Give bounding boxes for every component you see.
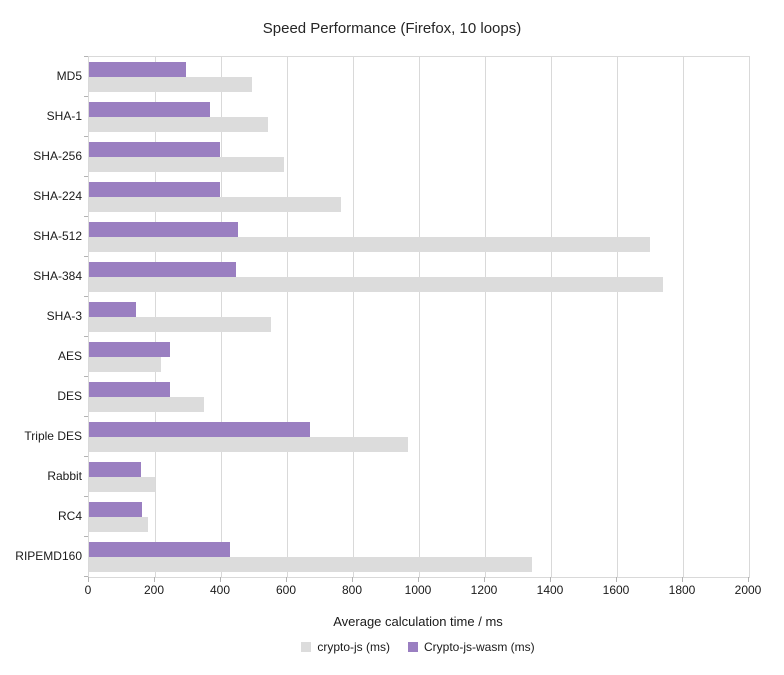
x-tick-label-1200: 1200: [470, 583, 498, 597]
bar-crypto-js-wasm-sha-384: [89, 262, 236, 277]
bar-crypto-js-wasm-sha-3: [89, 302, 136, 317]
x-axis-tick: [616, 577, 617, 582]
category-label-sha-384: SHA-384: [33, 269, 82, 283]
gridline: [287, 57, 288, 577]
x-tick-label-1600: 1600: [602, 583, 630, 597]
gridline: [551, 57, 552, 577]
gridline: [617, 57, 618, 577]
category-label-sha-1: SHA-1: [46, 109, 82, 123]
x-axis-tick: [286, 577, 287, 582]
bar-crypto-js-wasm-triple-des: [89, 422, 311, 437]
bar-crypto-js-des: [89, 397, 204, 412]
category-label-sha-3: SHA-3: [46, 309, 82, 323]
x-tick-label-1400: 1400: [536, 583, 564, 597]
category-label-sha-512: SHA-512: [33, 229, 82, 243]
gridline: [683, 57, 684, 577]
x-axis-tick: [154, 577, 155, 582]
bar-crypto-js-sha-1: [89, 117, 269, 132]
bar-crypto-js-wasm-sha-256: [89, 142, 221, 157]
x-axis-title: Average calculation time / ms: [333, 614, 503, 629]
legend: crypto-js (ms) Crypto-js-wasm (ms): [88, 640, 748, 654]
x-tick-label-0: 0: [84, 583, 92, 597]
legend-item-crypto-js: crypto-js (ms): [301, 640, 390, 654]
y-axis-tick: [84, 256, 88, 257]
y-axis-tick: [84, 456, 88, 457]
bar-crypto-js-rabbit: [89, 477, 155, 492]
plot-area: [88, 56, 750, 578]
x-axis-tick: [748, 577, 749, 582]
x-axis-tick: [88, 577, 89, 582]
chart-title: Speed Performance (Firefox, 10 loops): [262, 20, 522, 37]
bar-crypto-js-wasm-sha-224: [89, 182, 220, 197]
y-axis-tick: [84, 496, 88, 497]
y-axis-tick: [84, 376, 88, 377]
category-label-triple-des: Triple DES: [24, 429, 82, 443]
category-label-aes: AES: [57, 349, 82, 363]
category-label-sha-256: SHA-256: [33, 149, 82, 163]
category-label-ripemd160: RIPEMD160: [15, 549, 82, 563]
bar-crypto-js-wasm-rabbit: [89, 462, 142, 477]
y-axis-tick: [84, 536, 88, 537]
x-axis-tick: [352, 577, 353, 582]
bar-crypto-js-wasm-sha-512: [89, 222, 239, 237]
legend-item-crypto-js-wasm: Crypto-js-wasm (ms): [408, 640, 535, 654]
y-axis-tick: [84, 136, 88, 137]
category-label-md5: MD5: [56, 69, 82, 83]
bar-crypto-js-rc4: [89, 517, 149, 532]
legend-label-crypto-js-wasm: Crypto-js-wasm (ms): [424, 640, 535, 654]
y-axis-tick: [84, 296, 88, 297]
legend-swatch-crypto-js-wasm: [408, 642, 418, 652]
bar-crypto-js-wasm-sha-1: [89, 102, 211, 117]
bar-crypto-js-wasm-md5: [89, 62, 186, 77]
y-axis-tick: [84, 416, 88, 417]
category-label-rabbit: Rabbit: [47, 469, 82, 483]
y-axis-tick: [84, 176, 88, 177]
bar-crypto-js-sha-384: [89, 277, 664, 292]
bar-crypto-js-triple-des: [89, 437, 409, 452]
category-label-des: DES: [57, 389, 82, 403]
legend-label-crypto-js: crypto-js (ms): [317, 640, 390, 654]
y-axis-tick: [84, 56, 88, 57]
y-axis-tick: [84, 576, 88, 577]
category-label-rc4: RC4: [57, 509, 82, 523]
x-axis-tick: [418, 577, 419, 582]
bar-crypto-js-ripemd160: [89, 557, 532, 572]
legend-swatch-crypto-js: [301, 642, 312, 652]
x-tick-label-1000: 1000: [404, 583, 432, 597]
gridline: [353, 57, 354, 577]
x-axis-tick: [484, 577, 485, 582]
bar-crypto-js-sha-256: [89, 157, 285, 172]
x-tick-label-400: 400: [209, 583, 231, 597]
bar-crypto-js-sha-224: [89, 197, 342, 212]
x-tick-label-800: 800: [341, 583, 363, 597]
bar-crypto-js-aes: [89, 357, 161, 372]
bar-crypto-js-sha-3: [89, 317, 272, 332]
bar-crypto-js-wasm-des: [89, 382, 170, 397]
x-tick-label-200: 200: [143, 583, 165, 597]
gridline: [485, 57, 486, 577]
y-axis-tick: [84, 216, 88, 217]
category-label-sha-224: SHA-224: [33, 189, 82, 203]
y-axis-tick: [84, 96, 88, 97]
x-axis-tick: [550, 577, 551, 582]
bar-crypto-js-md5: [89, 77, 253, 92]
gridline: [419, 57, 420, 577]
y-axis-tick: [84, 336, 88, 337]
x-axis-tick: [682, 577, 683, 582]
x-tick-label-2000: 2000: [734, 583, 762, 597]
bar-crypto-js-wasm-ripemd160: [89, 542, 230, 557]
bar-crypto-js-wasm-rc4: [89, 502, 143, 517]
bar-crypto-js-sha-512: [89, 237, 650, 252]
bar-crypto-js-wasm-aes: [89, 342, 170, 357]
x-tick-label-1800: 1800: [668, 583, 696, 597]
x-axis-tick: [220, 577, 221, 582]
x-tick-label-600: 600: [275, 583, 297, 597]
